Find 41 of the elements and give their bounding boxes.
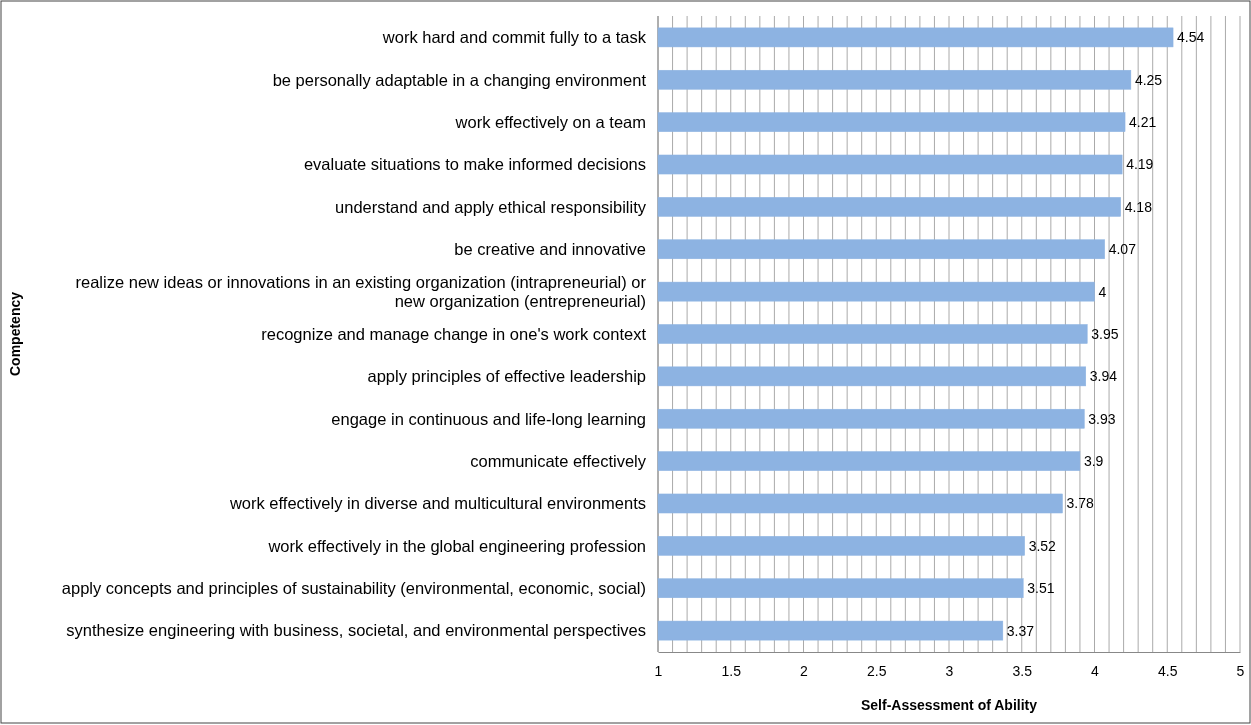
- data-label: 4: [1098, 283, 1107, 300]
- data-label: 3.51: [1027, 580, 1055, 597]
- x-tick-label: 1: [654, 662, 663, 679]
- y-tick-label: work effectively in the global engineering profession: [267, 536, 646, 555]
- y-tick-label: engage in continuous and life-long learning: [331, 409, 646, 428]
- y-tick-label: work effectively on a team: [454, 112, 646, 131]
- data-label: 3.95: [1091, 325, 1119, 342]
- x-tick-label: 2: [800, 662, 809, 679]
- x-tick-label: 3: [945, 662, 954, 679]
- data-label: 3.78: [1066, 495, 1094, 512]
- data-label: 4.18: [1124, 198, 1153, 215]
- data-label: 3.93: [1088, 410, 1116, 427]
- data-label: 4.21: [1129, 114, 1157, 131]
- y-tick-label: understand and apply ethical responsibility: [335, 197, 647, 216]
- x-axis-title: Self-Assessment of Ability: [860, 697, 1038, 713]
- data-label: 4.25: [1134, 71, 1163, 88]
- data-label: 3.9: [1083, 453, 1104, 470]
- y-tick-label: realize new ideas or innovations in an existing organization (intrapreneurial) or new organization (entrepreneurial): [75, 272, 647, 310]
- data-label: 3.37: [1006, 622, 1035, 639]
- y-tick-label: recognize and manage change in one's work context: [261, 324, 647, 343]
- y-tick-label: apply principles of effective leadership: [367, 367, 646, 386]
- y-tick-label: work hard and commit fully to a task: [381, 28, 647, 47]
- data-label: 4.54: [1177, 29, 1205, 46]
- y-tick-label: be creative and innovative: [454, 240, 646, 259]
- x-tick-label: 3.5: [1012, 662, 1033, 679]
- y-tick-label: apply concepts and principles of sustainability (environmental, economic, social): [61, 579, 646, 598]
- data-label: 4.07: [1108, 241, 1137, 258]
- y-tick-label: be personally adaptable in a changing environment: [272, 70, 647, 89]
- data-label: 3.52: [1028, 537, 1057, 554]
- x-tick-label: 2.5: [867, 662, 887, 679]
- data-label: 4.19: [1126, 156, 1154, 173]
- x-tick-label: 1.5: [721, 662, 742, 679]
- y-axis-title: Competency: [7, 291, 23, 377]
- y-tick-label: evaluate situations to make informed decisions: [303, 155, 646, 174]
- x-tick-label: 4: [1091, 662, 1100, 679]
- x-tick-label: 5: [1236, 662, 1245, 679]
- y-tick-label: synthesize engineering with business, societal, and environmental perspectives: [66, 621, 646, 640]
- y-tick-label: communicate effectively: [470, 451, 647, 470]
- data-label: 3.94: [1089, 368, 1118, 385]
- y-tick-label: work effectively in diverse and multicultural environments: [228, 494, 646, 513]
- x-tick-label: 4.5: [1158, 662, 1178, 679]
